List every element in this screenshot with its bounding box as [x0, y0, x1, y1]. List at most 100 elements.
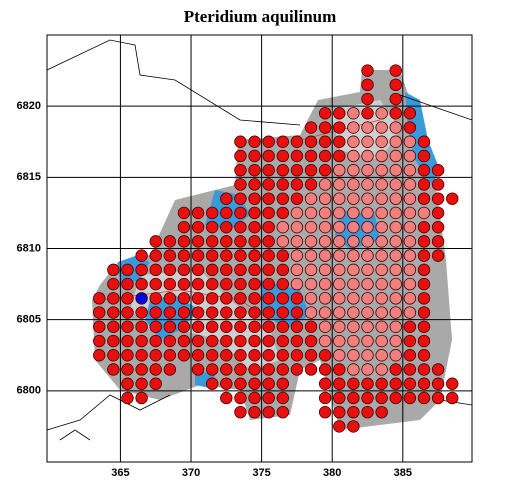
occurrence-dot	[389, 107, 402, 120]
occurrence-dot	[361, 92, 374, 106]
occurrence-dot	[248, 277, 261, 291]
occurrence-dot	[262, 349, 275, 362]
occurrence-dot	[403, 277, 417, 291]
occurrence-dot	[290, 135, 304, 148]
occurrence-dot	[431, 206, 445, 220]
occurrence-dot	[403, 178, 417, 191]
occurrence-dot	[276, 164, 289, 177]
occurrence-dot	[248, 405, 261, 419]
occurrence-dot	[220, 249, 233, 262]
occurrence-dot	[220, 391, 233, 405]
occurrence-dot	[276, 178, 289, 191]
occurrence-dot	[276, 277, 289, 291]
occurrence-dot	[276, 263, 289, 277]
occurrence-dot	[248, 377, 261, 390]
occurrence-dot	[417, 164, 431, 177]
occurrence-dot	[262, 377, 275, 390]
occurrence-dot	[262, 292, 275, 305]
occurrence-dot	[417, 178, 431, 191]
occurrence-dot	[375, 349, 388, 362]
occurrence-dot	[149, 249, 162, 262]
occurrence-dot	[304, 320, 318, 333]
occurrence-dot	[234, 249, 247, 262]
occurrence-dot	[446, 377, 459, 390]
occurrence-dot	[276, 292, 289, 305]
occurrence-dot	[333, 377, 346, 390]
occurrence-dot	[431, 377, 445, 390]
occurrence-dot	[318, 320, 332, 333]
occurrence-dot	[121, 391, 134, 405]
occurrence-dot	[318, 149, 332, 163]
occurrence-dot	[304, 277, 318, 291]
occurrence-dot	[276, 235, 289, 248]
occurrence-dot	[333, 349, 346, 362]
occurrence-dot	[290, 206, 304, 220]
occurrence-dot	[135, 320, 148, 333]
occurrence-dot	[262, 306, 275, 319]
occurrence-dot	[361, 235, 374, 248]
occurrence-dot	[403, 121, 417, 134]
occurrence-dot	[347, 306, 360, 319]
occurrence-dot	[135, 349, 148, 362]
occurrence-dot	[191, 206, 205, 220]
occurrence-dot	[403, 349, 417, 362]
occurrence-dot	[446, 192, 459, 205]
occurrence-dot	[361, 135, 374, 148]
occurrence-dot	[375, 377, 388, 390]
occurrence-dot	[248, 220, 261, 234]
occurrence-dot	[205, 206, 219, 220]
occurrence-dot	[431, 363, 445, 376]
occurrence-dot	[107, 277, 120, 291]
occurrence-dot	[389, 78, 402, 92]
occurrence-dot	[248, 164, 261, 177]
occurrence-dot	[417, 391, 431, 405]
occurrence-dot	[403, 334, 417, 348]
occurrence-dot	[431, 235, 445, 248]
occurrence-dot	[417, 306, 431, 319]
occurrence-dot	[304, 135, 318, 148]
occurrence-dot	[318, 391, 332, 405]
occurrence-dot	[234, 306, 247, 319]
occurrence-dot	[220, 277, 233, 291]
occurrence-dot	[333, 320, 346, 333]
occurrence-dot	[318, 121, 332, 134]
occurrence-dot	[135, 391, 148, 405]
occurrence-dot	[234, 363, 247, 376]
occurrence-dot	[205, 249, 219, 262]
occurrence-dot	[191, 334, 205, 348]
occurrence-dot	[191, 277, 205, 291]
occurrence-dot	[375, 320, 388, 333]
occurrence-dot	[333, 391, 346, 405]
occurrence-dot	[276, 249, 289, 262]
occurrence-dot	[149, 334, 162, 348]
y-tick-label: 6805	[17, 314, 41, 326]
occurrence-dot	[431, 220, 445, 234]
occurrence-dot	[318, 178, 332, 191]
occurrence-dot	[304, 206, 318, 220]
occurrence-dot	[403, 249, 417, 262]
occurrence-dot	[191, 320, 205, 333]
y-tick-label: 6815	[17, 171, 41, 183]
occurrence-dot	[304, 121, 318, 134]
occurrence-dot	[135, 334, 148, 348]
occurrence-dot	[361, 192, 374, 205]
occurrence-dot	[248, 292, 261, 305]
occurrence-dot	[290, 164, 304, 177]
occurrence-dot	[234, 377, 247, 390]
occurrence-dot	[347, 263, 360, 277]
occurrence-dot	[121, 292, 134, 305]
occurrence-dot	[389, 292, 402, 305]
occurrence-dot	[333, 149, 346, 163]
occurrence-dot	[403, 164, 417, 177]
occurrence-dot	[403, 292, 417, 305]
occurrence-dot	[248, 149, 261, 163]
occurrence-dot	[290, 235, 304, 248]
occurrence-dot	[361, 78, 374, 92]
occurrence-dot	[163, 292, 177, 305]
occurrence-dot	[234, 206, 247, 220]
occurrence-dot	[262, 220, 275, 234]
occurrence-dot	[290, 334, 304, 348]
occurrence-dot	[205, 292, 219, 305]
occurrence-dot	[234, 320, 247, 333]
occurrence-dot	[403, 363, 417, 376]
